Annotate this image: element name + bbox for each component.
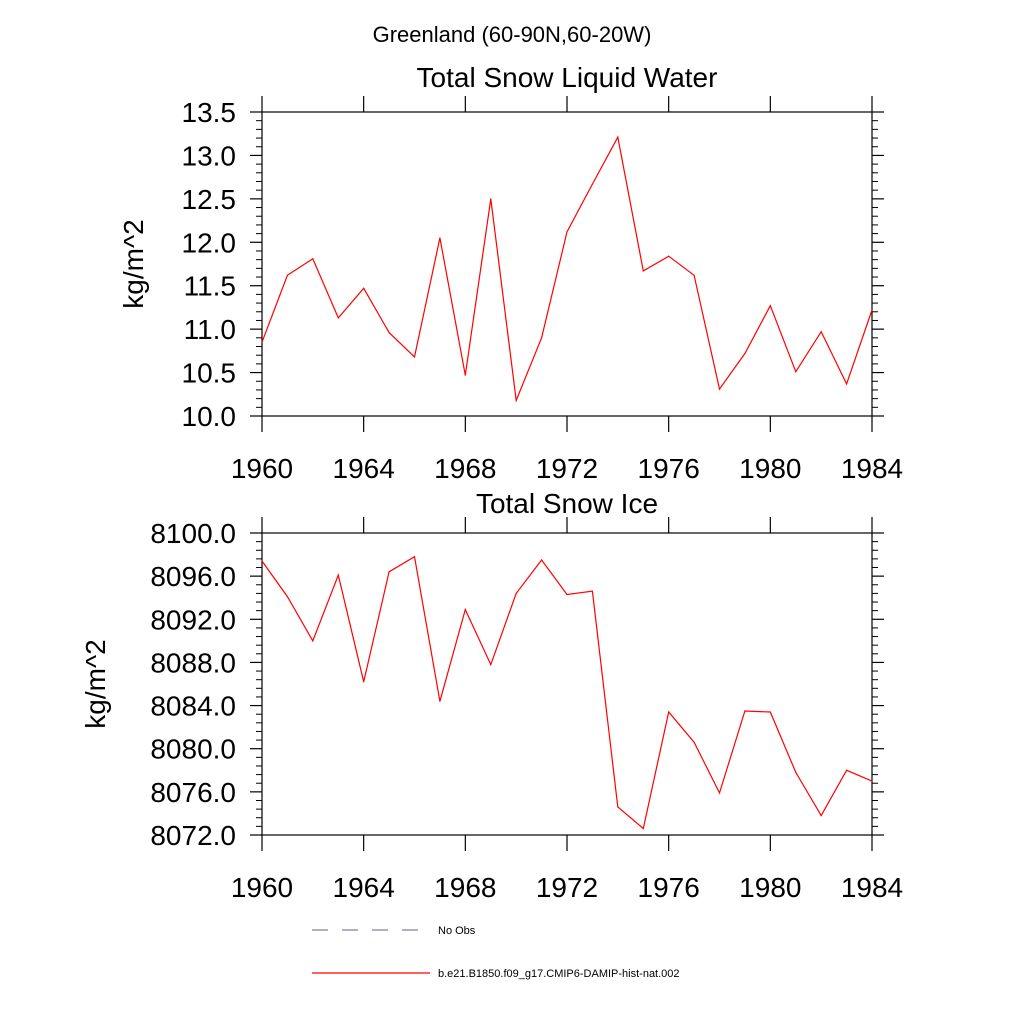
data-point — [591, 590, 594, 592]
chart-title: Total Snow Ice — [476, 488, 658, 519]
legend-label: No Obs — [438, 925, 476, 937]
data-point — [591, 183, 594, 185]
chart-title: Total Snow Liquid Water — [417, 62, 718, 93]
x-tick-label: 1960 — [231, 872, 293, 903]
y-tick-label: 11.5 — [184, 271, 236, 302]
x-tick-label: 1972 — [536, 453, 598, 484]
y-tick-label: 13.5 — [182, 97, 237, 128]
data-point — [312, 640, 314, 642]
data-point — [718, 792, 721, 794]
data-point — [617, 806, 619, 808]
data-point — [642, 270, 644, 272]
data-point — [439, 700, 441, 702]
data-point — [566, 593, 568, 596]
x-tick-label: 1960 — [231, 453, 293, 484]
legend-label: b.e21.B1850.f09_g17.CMIP6-DAMIP-hist-nat… — [438, 968, 680, 980]
data-point — [668, 711, 670, 713]
data-point — [642, 827, 644, 830]
data-point — [337, 574, 339, 576]
y-tick-label: 12.5 — [182, 184, 237, 215]
data-point — [617, 136, 619, 138]
y-tick-label: 8100.0 — [150, 518, 236, 549]
data-point — [464, 608, 466, 611]
x-tick-label: 1972 — [536, 872, 598, 903]
x-tick-label: 1964 — [333, 453, 395, 484]
y-tick-label: 8096.0 — [150, 561, 236, 592]
y-tick-label: 8084.0 — [150, 691, 236, 722]
data-point — [413, 356, 416, 358]
data-point — [413, 556, 416, 558]
x-tick-label: 1976 — [638, 872, 700, 903]
data-point — [566, 231, 568, 233]
y-axis-label: kg/m^2 — [80, 639, 111, 728]
y-tick-label: 12.0 — [182, 227, 237, 258]
data-point — [845, 383, 848, 385]
data-point — [668, 255, 670, 257]
data-point — [820, 331, 822, 333]
series-line — [261, 135, 873, 403]
data-point — [871, 309, 873, 311]
data-point — [261, 560, 263, 562]
chart-panel-2: Total Snow Ice 8072.0 8076.0 8080.0 8084.0 80… — [80, 488, 903, 903]
data-point — [871, 780, 873, 782]
data-point — [515, 399, 517, 401]
data-point — [363, 287, 365, 289]
chart-panel-1: Total Snow Liquid Water 10.0 10.5 11.0 11.5 1… — [118, 62, 903, 484]
y-tick-label: 11.0 — [184, 314, 236, 345]
y-tick-label: 10.0 — [182, 401, 237, 432]
y-tick-label: 8080.0 — [150, 734, 236, 765]
plot-frame — [261, 111, 873, 417]
x-tick-label: 1984 — [841, 453, 903, 484]
data-point — [769, 305, 771, 307]
data-point — [286, 274, 289, 276]
data-point — [388, 571, 390, 573]
data-point — [693, 274, 695, 276]
x-tick-label: 1976 — [638, 453, 700, 484]
data-point — [337, 317, 339, 319]
data-point — [312, 258, 314, 260]
data-point — [795, 771, 797, 774]
data-point — [515, 592, 517, 595]
data-point — [820, 814, 822, 817]
y-tick-label: 8076.0 — [150, 777, 236, 808]
data-point — [693, 741, 695, 743]
data-point — [769, 711, 771, 713]
x-tick-label: 1980 — [739, 872, 801, 903]
data-point — [490, 198, 492, 200]
legend: No Obs b.e21.B1850.f09_g17.CMIP6-DAMIP-hi… — [312, 925, 680, 980]
data-point — [744, 710, 746, 712]
data-point — [286, 596, 289, 598]
x-tick-label: 1980 — [739, 453, 801, 484]
y-tick-label: 10.5 — [182, 358, 237, 389]
data-point — [261, 341, 263, 343]
y-tick-label: 8092.0 — [150, 604, 236, 635]
data-point — [845, 769, 848, 771]
x-tick-label: 1968 — [434, 453, 496, 484]
x-tick-label: 1964 — [333, 872, 395, 903]
y-tick-label: 13.0 — [182, 140, 237, 171]
x-tick-label: 1968 — [434, 872, 496, 903]
y-axis-label: kg/m^2 — [118, 219, 149, 308]
y-tick-label: 8072.0 — [150, 820, 236, 851]
series-line — [261, 555, 873, 830]
x-tick-label: 1984 — [841, 872, 903, 903]
data-point — [795, 371, 797, 373]
data-point — [718, 388, 721, 390]
data-point — [439, 237, 441, 239]
figure-title: Greenland (60-90N,60-20W) — [373, 22, 652, 47]
plot-frame — [261, 532, 873, 836]
data-point — [540, 559, 543, 561]
data-point — [388, 332, 390, 334]
data-point — [490, 663, 492, 666]
data-point — [744, 352, 746, 355]
data-point — [464, 374, 466, 376]
data-point — [363, 681, 365, 683]
y-tick-label: 8088.0 — [150, 647, 236, 678]
data-point — [540, 337, 543, 339]
